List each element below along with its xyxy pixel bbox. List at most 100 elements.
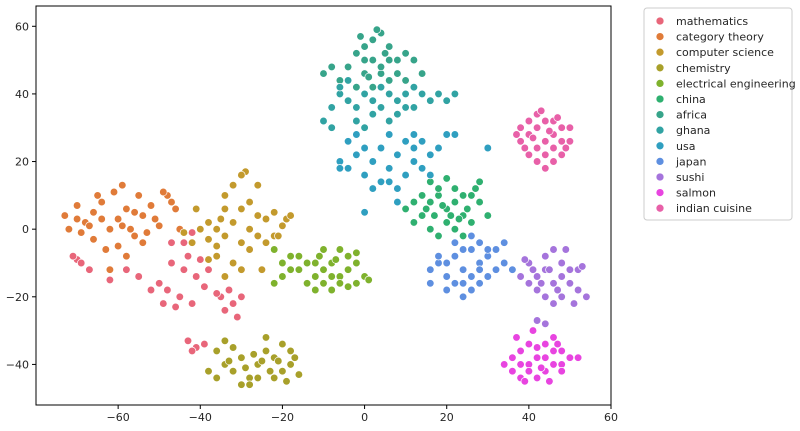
data-point	[138, 211, 147, 220]
data-point	[561, 245, 570, 254]
data-point	[335, 245, 345, 254]
data-point	[257, 265, 267, 274]
data-point	[286, 252, 295, 261]
data-point	[126, 225, 135, 234]
x-tick-label: 40	[522, 411, 536, 424]
data-point	[290, 353, 299, 362]
data-point	[216, 214, 225, 224]
data-point	[393, 110, 402, 119]
data-point	[549, 346, 558, 356]
data-point	[204, 265, 213, 274]
data-point	[385, 55, 394, 65]
data-point	[483, 245, 492, 254]
series-mathematics	[68, 228, 246, 356]
data-point	[483, 143, 492, 153]
data-point	[192, 272, 201, 281]
data-point	[352, 150, 361, 159]
legend-label: sushi	[676, 171, 704, 184]
data-point	[302, 279, 312, 288]
data-point	[343, 265, 353, 274]
data-point	[253, 231, 262, 241]
data-point	[393, 184, 402, 193]
data-point	[113, 214, 123, 224]
legend-entry: category theory	[655, 31, 764, 44]
data-point	[77, 258, 86, 268]
data-point	[541, 292, 550, 301]
data-point	[228, 218, 238, 227]
data-point	[245, 245, 254, 254]
data-point	[200, 282, 209, 291]
data-point	[105, 265, 115, 274]
data-point	[368, 184, 377, 193]
data-point	[409, 130, 419, 139]
data-point	[508, 265, 517, 274]
data-point	[335, 83, 345, 92]
data-point	[442, 272, 451, 281]
data-point	[532, 123, 542, 132]
data-point	[72, 201, 82, 210]
x-tick-label: 20	[440, 411, 454, 424]
x-tick-label: −40	[189, 411, 212, 424]
data-point	[528, 265, 538, 274]
data-point	[401, 170, 410, 180]
series-africa	[319, 25, 427, 92]
data-point	[458, 245, 468, 254]
legend-marker	[655, 110, 665, 119]
data-point	[97, 197, 106, 207]
data-point	[171, 302, 180, 312]
data-point	[167, 197, 176, 207]
data-point	[532, 353, 542, 362]
data-point	[368, 35, 377, 44]
data-point	[237, 170, 246, 180]
data-point	[467, 231, 476, 241]
x-tick-label: −20	[271, 411, 294, 424]
data-point	[417, 164, 427, 173]
data-point	[549, 279, 558, 288]
data-point	[508, 353, 517, 362]
data-point	[311, 272, 320, 281]
legend-label: computer science	[676, 46, 774, 59]
data-point	[385, 89, 394, 99]
data-point	[105, 275, 115, 285]
legend-label: category theory	[676, 31, 764, 44]
data-point	[245, 225, 254, 234]
data-point	[233, 312, 242, 322]
data-point	[179, 238, 189, 247]
data-point	[134, 191, 143, 200]
series-sushi	[516, 245, 591, 328]
data-point	[409, 83, 419, 92]
data-point	[557, 367, 566, 376]
data-point	[335, 279, 345, 288]
data-point	[319, 279, 328, 288]
data-point	[335, 164, 345, 173]
data-point	[360, 55, 369, 65]
data-point	[385, 76, 394, 85]
data-point	[573, 353, 583, 362]
data-point	[146, 201, 156, 210]
data-point	[101, 245, 110, 254]
data-point	[409, 157, 419, 166]
data-point	[327, 285, 336, 295]
data-point	[237, 238, 246, 247]
data-point	[138, 238, 147, 247]
data-point	[483, 272, 492, 281]
data-point	[541, 164, 550, 173]
data-point	[179, 265, 189, 274]
data-point	[442, 258, 451, 268]
data-point	[187, 299, 197, 308]
data-point	[458, 191, 468, 200]
data-point	[68, 252, 78, 261]
data-point	[442, 174, 451, 183]
data-point	[212, 225, 221, 234]
data-point	[385, 130, 394, 139]
data-point	[241, 363, 250, 372]
data-point	[512, 130, 521, 139]
data-point	[401, 103, 410, 112]
legend-label: japan	[675, 155, 707, 168]
legend-entry: indian cuisine	[655, 202, 752, 215]
data-point	[368, 110, 377, 119]
data-point	[257, 356, 267, 366]
data-point	[72, 214, 82, 224]
data-point	[228, 181, 238, 190]
data-point	[438, 201, 447, 210]
